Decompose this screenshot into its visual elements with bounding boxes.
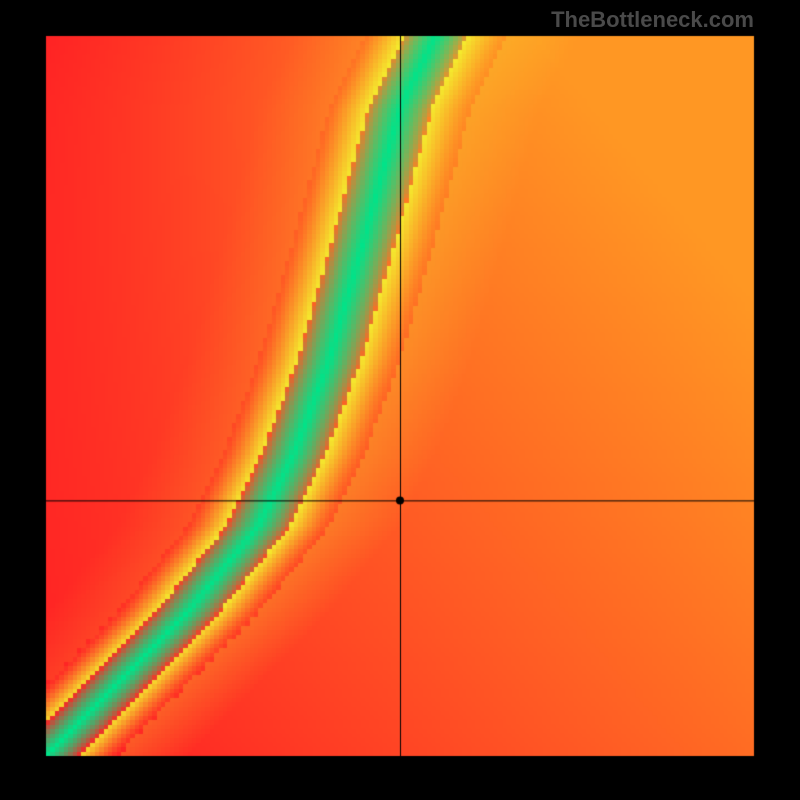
chart-container: TheBottleneck.com (0, 0, 800, 800)
heatmap-canvas (0, 0, 800, 800)
watermark-text: TheBottleneck.com (551, 7, 754, 33)
